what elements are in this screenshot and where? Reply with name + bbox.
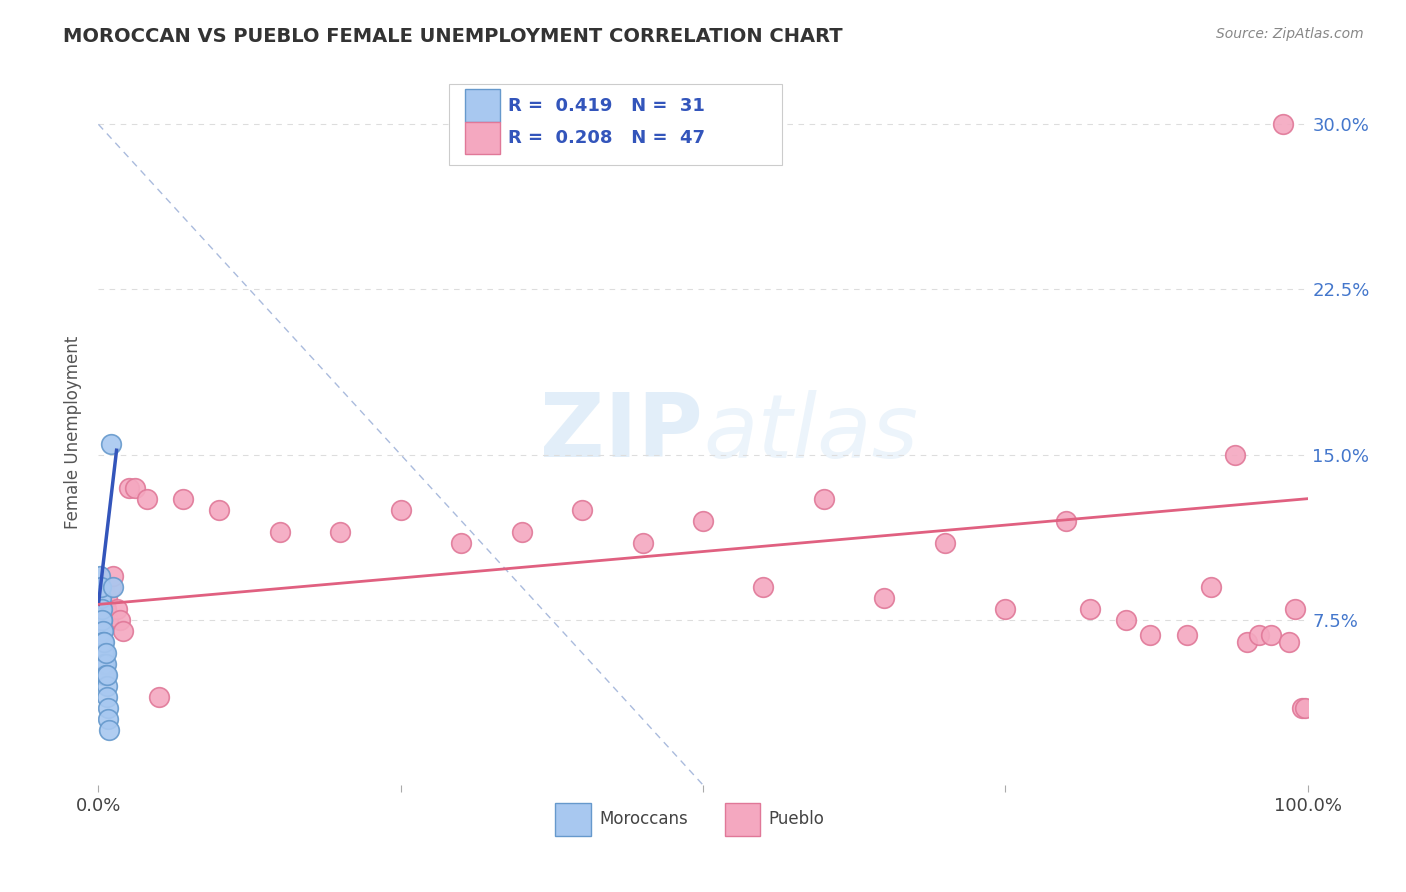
Point <box>1278 635 1301 649</box>
Point <box>91 613 114 627</box>
Text: ZIP: ZIP <box>540 389 703 476</box>
Point <box>91 601 114 615</box>
Point <box>91 635 114 649</box>
Text: atlas: atlas <box>703 390 918 475</box>
Point <box>90 601 112 615</box>
Point <box>105 601 128 615</box>
Text: R =  0.419   N =  31: R = 0.419 N = 31 <box>509 96 706 115</box>
Point <box>97 712 120 726</box>
Text: Source: ZipAtlas.com: Source: ZipAtlas.com <box>1216 27 1364 41</box>
Point <box>94 657 117 671</box>
Point <box>89 591 111 605</box>
Point <box>269 524 291 539</box>
Y-axis label: Female Unemployment: Female Unemployment <box>65 336 83 529</box>
Point <box>571 502 593 516</box>
Point <box>1139 628 1161 642</box>
Point <box>1078 601 1101 615</box>
FancyBboxPatch shape <box>465 122 501 154</box>
Text: R =  0.208   N =  47: R = 0.208 N = 47 <box>509 129 706 147</box>
Point <box>1294 701 1316 715</box>
Point <box>96 668 118 682</box>
Point <box>90 591 112 605</box>
Point <box>692 514 714 528</box>
Point <box>91 635 114 649</box>
Point <box>91 613 114 627</box>
Point <box>124 481 146 495</box>
Point <box>90 613 112 627</box>
Point <box>1236 635 1258 649</box>
Point <box>101 568 124 582</box>
Point <box>148 690 170 704</box>
Point <box>873 591 896 605</box>
Point <box>752 580 775 594</box>
Point <box>1223 448 1246 462</box>
Point <box>118 481 141 495</box>
Point <box>510 524 533 539</box>
Point <box>329 524 352 539</box>
Point <box>1272 117 1295 131</box>
Point <box>94 601 117 615</box>
Text: Pueblo: Pueblo <box>768 811 824 829</box>
Point <box>96 690 118 704</box>
Point <box>100 580 122 594</box>
Point <box>1284 601 1306 615</box>
Point <box>108 613 131 627</box>
Point <box>91 613 114 627</box>
Point <box>94 668 117 682</box>
Point <box>98 723 121 737</box>
Point <box>172 491 194 506</box>
Point <box>97 701 120 715</box>
Point <box>94 646 117 660</box>
Point <box>93 657 115 671</box>
Point <box>89 568 111 582</box>
Point <box>97 613 120 627</box>
Point <box>90 580 112 594</box>
Point <box>101 580 124 594</box>
Point <box>93 580 115 594</box>
Point <box>1249 628 1271 642</box>
FancyBboxPatch shape <box>555 804 591 836</box>
Point <box>93 635 115 649</box>
FancyBboxPatch shape <box>465 89 501 122</box>
Point <box>813 491 835 506</box>
Point <box>1260 628 1282 642</box>
Point <box>389 502 412 516</box>
Point <box>100 436 122 450</box>
Point <box>93 668 115 682</box>
Point <box>96 591 118 605</box>
Text: MOROCCAN VS PUEBLO FEMALE UNEMPLOYMENT CORRELATION CHART: MOROCCAN VS PUEBLO FEMALE UNEMPLOYMENT C… <box>63 27 842 45</box>
Point <box>135 491 157 506</box>
FancyBboxPatch shape <box>724 804 759 836</box>
Point <box>208 502 231 516</box>
Point <box>1115 613 1137 627</box>
Point <box>994 601 1017 615</box>
Point <box>91 646 114 660</box>
Point <box>111 624 134 638</box>
Text: Moroccans: Moroccans <box>599 811 688 829</box>
Point <box>450 535 472 549</box>
Point <box>89 591 111 605</box>
Point <box>1054 514 1077 528</box>
Point <box>91 601 114 615</box>
Point <box>934 535 956 549</box>
Point <box>89 580 111 594</box>
Point <box>91 635 114 649</box>
Point <box>1291 701 1313 715</box>
Point <box>631 535 654 549</box>
Point <box>1175 628 1198 642</box>
Point <box>91 624 114 638</box>
Point <box>90 624 112 638</box>
Point <box>1199 580 1222 594</box>
FancyBboxPatch shape <box>449 84 782 165</box>
Point <box>91 624 114 638</box>
Point <box>96 679 118 693</box>
Point <box>93 646 115 660</box>
